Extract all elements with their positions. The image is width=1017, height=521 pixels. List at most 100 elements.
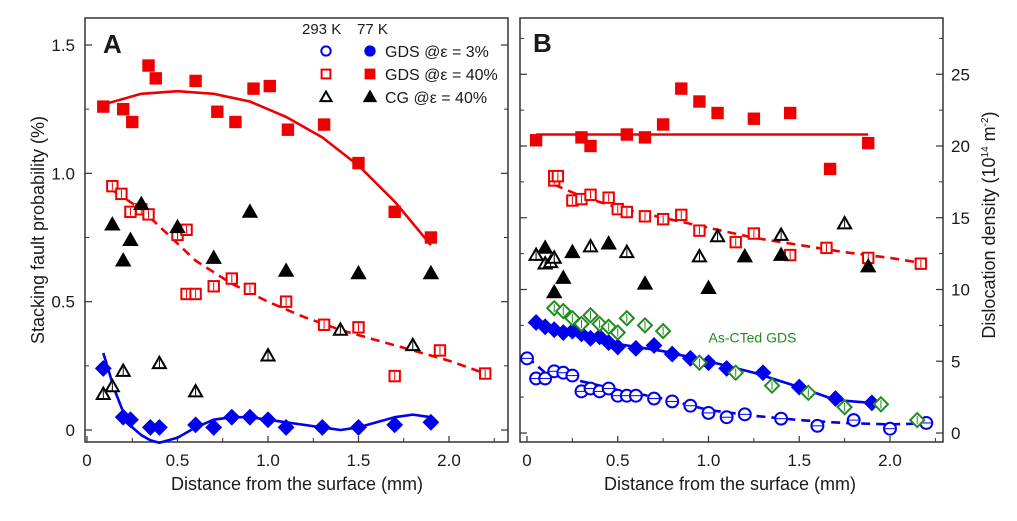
y-tick-label: 1.5 (51, 36, 75, 55)
data-point (205, 419, 223, 436)
y-tick-label: 20 (951, 137, 970, 156)
data-point (350, 419, 367, 436)
legend-marker-filled (364, 68, 376, 80)
panel-b-xlabel: Distance from the surface (mm) (604, 474, 856, 494)
x-tick-label: 0.5 (166, 451, 190, 470)
data-point (313, 419, 331, 436)
data-point (529, 134, 543, 147)
x-tick-label: 0 (82, 451, 91, 470)
y-tick-label: 25 (951, 65, 970, 84)
data-point (94, 359, 112, 377)
data-point (700, 279, 717, 294)
panel-a-ticks: 0 0.5 1.0 1.5 2.0 0 0.5 1.0 1.5 (51, 36, 508, 470)
data-point (772, 246, 790, 261)
data-point (638, 131, 652, 144)
data-point (546, 283, 563, 299)
data-point (575, 131, 588, 144)
data-point (754, 364, 772, 382)
data-point (169, 218, 186, 234)
data-point (584, 139, 597, 153)
x-tick-label: 0.5 (606, 451, 630, 470)
x-tick-label: 1.5 (787, 451, 811, 470)
data-point (104, 216, 121, 231)
legend-marker-filled (364, 45, 376, 57)
legend-marker-open (320, 45, 332, 57)
panel-b-points (520, 82, 934, 436)
y-tick-label: 1.0 (51, 164, 75, 183)
data-point (823, 162, 837, 176)
data-point (747, 112, 761, 125)
data-point (350, 264, 367, 280)
data-point (386, 416, 404, 434)
data-point (149, 72, 162, 85)
data-point (229, 115, 242, 129)
data-point (241, 203, 259, 218)
data-point (117, 102, 130, 116)
y-tick-label: 15 (951, 209, 970, 228)
data-point (422, 413, 440, 431)
fit-line (113, 190, 486, 375)
data-point (97, 100, 110, 113)
y-tick-label: 5 (951, 352, 960, 371)
panel-a: A Stacking fault probability (%) Distanc… (28, 17, 509, 494)
data-point (223, 408, 241, 426)
data-point (263, 79, 277, 93)
data-point (259, 411, 277, 429)
y-tick-label: 0.5 (51, 293, 75, 312)
panel-a-fits (102, 89, 486, 445)
data-point (783, 106, 797, 120)
panel-b-ticks: 0 0.5 1.0 1.5 2.0 0 5 10 15 20 25 (520, 37, 970, 470)
data-point (150, 419, 168, 436)
panel-b-label: B (533, 28, 552, 58)
data-point (600, 235, 617, 250)
data-point (211, 105, 224, 118)
y-tick-label: 10 (951, 281, 970, 300)
panel-a-ylabel: Stacking fault probability (%) (28, 116, 48, 344)
panel-b: B Distance from the surface (mm) Disloca… (519, 17, 999, 494)
data-point (277, 419, 295, 436)
data-point (555, 269, 572, 284)
data-point (645, 337, 663, 354)
fit-line (102, 352, 432, 445)
x-tick-label: 2.0 (437, 451, 461, 470)
panel-a-frame (84, 17, 509, 443)
x-tick-label: 1.0 (697, 451, 721, 470)
legend-marker-open (318, 89, 334, 103)
data-point (536, 239, 554, 254)
data-point (241, 408, 259, 426)
data-point (187, 416, 205, 434)
y-tick-label: 0 (951, 424, 960, 443)
x-tick-label: 0 (522, 451, 531, 470)
data-point (122, 411, 139, 429)
data-point (277, 262, 295, 277)
data-point (736, 247, 754, 263)
panel-b-frame (519, 17, 944, 443)
data-point (663, 345, 681, 363)
fit-line (104, 89, 432, 247)
data-point (422, 264, 440, 280)
data-point (609, 338, 627, 356)
data-point (317, 118, 331, 131)
data-point (627, 339, 645, 357)
panel-b-fits (526, 133, 936, 426)
legend-label-cg-40: CG @ε = 40% (385, 90, 487, 107)
panel-a-points (94, 59, 492, 436)
data-point (142, 59, 155, 72)
y-tick-label: 0 (66, 421, 75, 440)
data-point (656, 118, 670, 131)
x-tick-label: 2.0 (878, 451, 902, 470)
data-point (675, 82, 688, 95)
data-point (859, 258, 877, 273)
data-point (636, 275, 654, 290)
legend: 293 K 77 K GDS @ε = 3% GDS @ε = 40% CG @… (302, 21, 498, 107)
data-point (388, 205, 401, 219)
data-point (827, 390, 844, 407)
legend-label-gds-40: GDS @ε = 40% (385, 67, 498, 84)
data-point (711, 106, 724, 120)
data-point (189, 74, 202, 88)
data-point (862, 136, 875, 150)
data-point (693, 95, 706, 108)
data-point (620, 128, 634, 141)
annotation-as-cted-gds: As-CTed GDS (709, 330, 797, 346)
data-point (247, 82, 260, 95)
